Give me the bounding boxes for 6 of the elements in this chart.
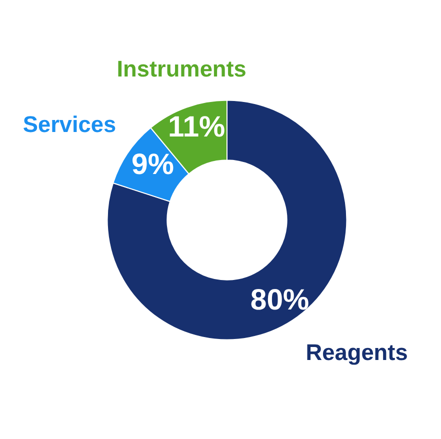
data-label: 80%: [250, 283, 310, 316]
slice-label: Services: [22, 111, 116, 138]
slice-label: Instruments: [116, 55, 246, 82]
data-label: 9%: [132, 148, 174, 182]
slice-label: Reagents: [306, 339, 408, 366]
data-label: 11%: [168, 110, 226, 144]
